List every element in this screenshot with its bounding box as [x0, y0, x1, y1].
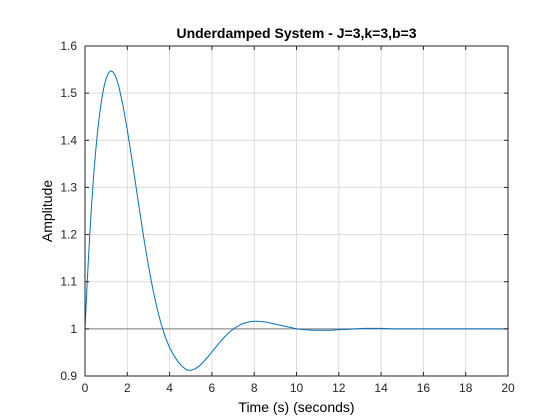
y-tick-label: 1.3: [60, 180, 77, 194]
y-tick-label: 1.5: [60, 86, 77, 100]
y-axis-label: Amplitude: [39, 180, 55, 242]
x-tick-label: 10: [290, 381, 304, 395]
y-tick-label: 1.1: [60, 275, 77, 289]
ticks: 0 2 4 6 8 10 12 14 16 18 20 0.9 1 1.1 1.2 1.3 1.4 1.5 1.6: [60, 39, 515, 395]
x-tick-label: 2: [124, 381, 131, 395]
y-tick-label: 0.9: [60, 369, 77, 383]
x-tick-label: 16: [417, 381, 431, 395]
x-tick-label: 18: [459, 381, 473, 395]
series-line-0: [84, 70, 508, 371]
y-tick-label: 1.4: [60, 133, 77, 147]
series-layer: [84, 70, 508, 371]
x-tick-label: 12: [332, 381, 346, 395]
x-axis-label: Time (s) (seconds): [238, 399, 354, 415]
chart-title: Underdamped System - J=3,k=3,b=3: [176, 25, 416, 41]
y-tick-label: 1: [70, 322, 77, 336]
x-tick-label: 14: [374, 381, 388, 395]
x-tick-label: 4: [166, 381, 173, 395]
y-tick-label: 1.6: [60, 39, 77, 53]
x-tick-label: 0: [82, 381, 89, 395]
x-tick-label: 20: [501, 381, 515, 395]
y-tick-label: 1.2: [60, 228, 77, 242]
x-tick-label: 6: [209, 381, 216, 395]
x-tick-label: 8: [251, 381, 258, 395]
